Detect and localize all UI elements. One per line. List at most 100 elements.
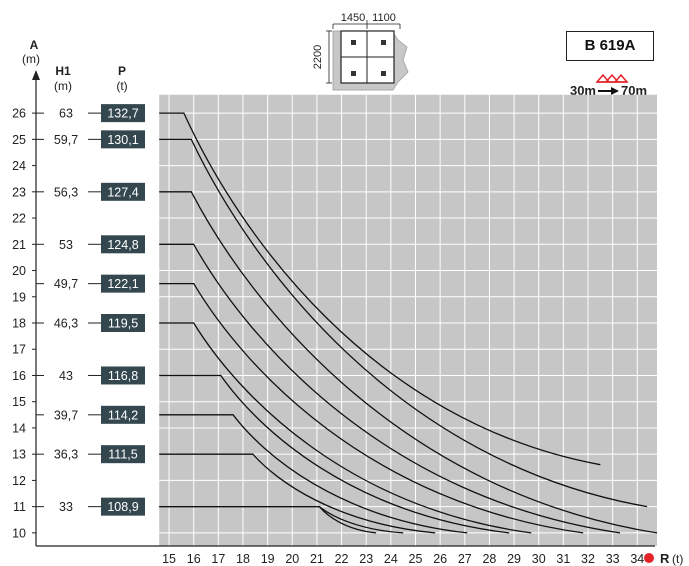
y-tick-label: 17 [12,343,26,357]
x-tick-label: 24 [384,552,398,566]
x-tick-label: 19 [261,552,275,566]
footprint-width-label: 1450 [341,12,365,24]
p-value: 114,2 [108,408,138,422]
p-value: 132,7 [107,107,138,121]
y-tick-label: 15 [12,395,26,409]
footprint-height-label: 2200 [312,45,324,69]
h1-value: 53 [59,238,73,252]
h1-box [44,235,88,254]
load-curve [159,282,584,534]
x-tick-label: 18 [236,552,250,566]
y-tick-label: 10 [12,526,26,540]
arrow-right-icon [611,87,619,95]
x-tick-label: 28 [482,552,496,566]
x-tick-label: 30 [532,552,546,566]
p-box [101,235,145,254]
model-label: B 619A [566,31,654,61]
load-curve [159,138,648,508]
speed-legend: 30m 70m [570,73,647,98]
p-value: 124,8 [107,238,138,252]
x-tick-label: 29 [507,552,521,566]
p-box [101,274,145,293]
p-value: 130,1 [107,133,138,147]
p-value: 108,9 [107,500,138,514]
h1-value: 63 [59,107,73,121]
h1-value: 56,3 [54,185,78,199]
y-tick-label: 14 [12,421,26,435]
x-tick-label: 16 [187,552,201,566]
h1-box [44,314,88,332]
p-box [101,445,145,464]
h1-box [44,497,88,516]
p-box [101,314,145,332]
h1-box [44,274,88,293]
y-tick-label: 18 [12,317,26,331]
load-curve [159,243,621,534]
p-box [101,130,145,149]
y-tick-label: 26 [12,107,26,121]
p-value: 119,5 [108,317,138,331]
y-tick-label: 23 [12,185,26,199]
x-tick-label: 33 [606,552,620,566]
p-box [101,366,145,385]
h1-box [44,182,88,201]
load-curve [159,414,468,534]
p-value: 127,4 [107,185,138,199]
plot-area: 10 11 12 13 14 15 16 17 18 19 20 21 22 23 24 25 26 15 16 17… [12,70,658,566]
x-tick-label: 21 [310,552,324,566]
h1-value: 36,3 [54,448,78,462]
h1-value: 33 [59,500,73,514]
y-tick-label: 11 [13,500,26,514]
h1-box [44,130,88,149]
load-curve [159,453,436,534]
x-tick-label: 34 [630,552,644,566]
p-box [101,104,145,123]
load-curve [159,374,510,534]
p-header: P [118,64,126,78]
p-unit: (t) [116,79,127,93]
p-box [101,182,145,201]
h1-box [44,405,88,424]
h1-header: H1 [55,64,71,78]
x-axis-unit: (t) [672,552,683,566]
grid-background [159,94,657,547]
p-value: 116,8 [108,369,138,383]
y-tick-label: 12 [12,474,26,488]
y-tick-label: 21 [12,238,26,252]
p-box [101,497,145,516]
p-value: 122,1 [107,277,138,291]
x-tick-label: 15 [162,552,176,566]
load-curve [159,322,532,534]
x-tick-label: 22 [335,552,349,566]
h1-value: 59,7 [54,133,78,147]
y-tick-label: 13 [12,448,26,462]
p-value: 111,5 [108,448,137,462]
h1-value: 46,3 [54,317,78,331]
h1-value: 43 [59,369,73,383]
h1-value: 39,7 [54,408,78,422]
x-tick-label: 27 [458,552,472,566]
h1-value: 49,7 [54,277,78,291]
h1-box [44,366,88,385]
x-tick-label: 20 [285,552,299,566]
p-box [101,405,145,424]
x-tick-label: 32 [581,552,595,566]
footprint-icon: 1450 1100 2200 [312,12,409,91]
load-curve [159,191,658,534]
load-curve [159,505,377,534]
footprint-width-label-2: 1100 [372,12,396,24]
y-tick-label: 22 [12,212,26,226]
h1-unit: (m) [54,79,72,93]
x-tick-label: 23 [359,552,373,566]
y-axis-unit: (m) [22,52,40,66]
x-tick-label: 26 [433,552,447,566]
y-axis-symbol: A [30,38,39,52]
x-tick-label: 31 [556,552,570,566]
h1-box [44,445,88,464]
y-axis-arrow-icon [32,70,40,80]
y-tick-label: 20 [12,264,26,278]
r-marker-icon [644,553,654,563]
speed-to-label: 70m [621,83,647,98]
